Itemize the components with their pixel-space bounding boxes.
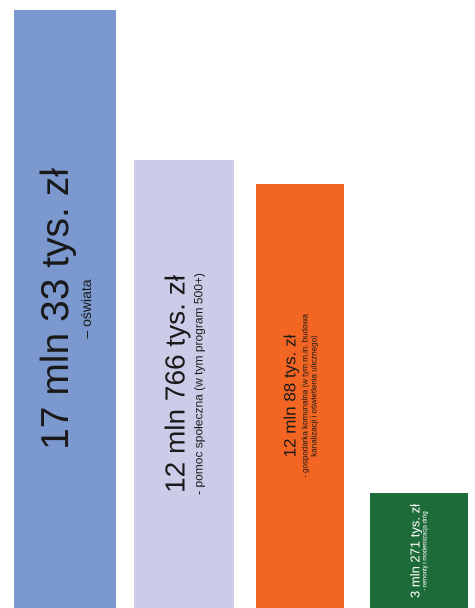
- bar-drogi: 3 mln 271 tys. zł - remonty i modernizac…: [370, 493, 468, 608]
- bar-value-label: 12 mln 766 tys. zł: [159, 275, 191, 493]
- bar-gospodarka-komunalna: 12 mln 88 tys. zł - gospodarka komunalna…: [256, 184, 344, 608]
- bar-value-label: 12 mln 88 tys. zł: [280, 334, 300, 458]
- bar-label: 17 mln 33 tys. zł – oświata: [33, 168, 94, 450]
- bar-value-label: 17 mln 33 tys. zł: [33, 168, 77, 450]
- bar-description: - pomoc społeczna (w tym program 500+): [191, 273, 206, 495]
- bar-oswiata: 17 mln 33 tys. zł – oświata: [14, 10, 116, 608]
- bar-pomoc-spoleczna: 12 mln 766 tys. zł - pomoc społeczna (w …: [134, 160, 234, 608]
- bar-label: 12 mln 766 tys. zł - pomoc społeczna (w …: [159, 273, 207, 495]
- bar-label: 3 mln 271 tys. zł - remonty i modernizac…: [407, 503, 430, 598]
- bar-label: 12 mln 88 tys. zł - gospodarka komunalna…: [280, 296, 319, 496]
- bar-description: - remonty i modernizacja dróg: [422, 510, 429, 591]
- bar-description: - gospodarka komunalna (w tym m.in. budo…: [300, 314, 319, 478]
- bar-description: – oświata: [77, 279, 94, 339]
- bar-value-label: 3 mln 271 tys. zł: [407, 503, 423, 598]
